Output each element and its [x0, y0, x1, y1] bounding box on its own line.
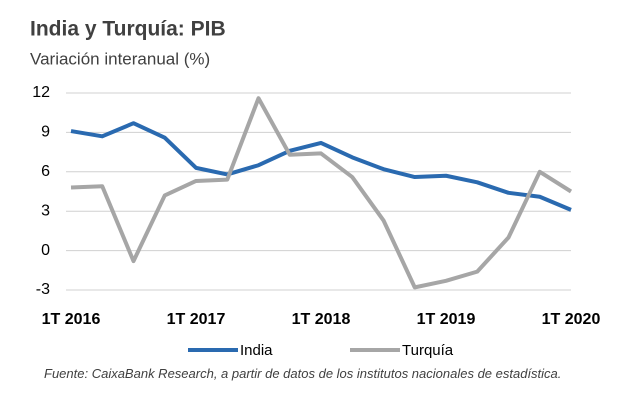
- legend-label: India: [240, 342, 273, 359]
- source-note: Fuente: CaixaBank Research, a partir de …: [44, 366, 562, 381]
- source-box: Fuente: CaixaBank Research, a partir de …: [44, 366, 562, 381]
- x-tick-label: 1T 2019: [417, 311, 476, 328]
- legend-label: Turquía: [402, 342, 454, 359]
- chart-title: India y Turquía: PIB: [30, 18, 226, 41]
- x-tick-label: 1T 2017: [167, 311, 226, 328]
- x-tick-label: 1T 2020: [542, 311, 601, 328]
- series-line: [70, 96, 573, 290]
- y-tick-label: 3: [41, 202, 50, 219]
- y-tick-label: 9: [41, 124, 50, 141]
- y-tick-label: 0: [41, 242, 50, 259]
- y-tick-label: 12: [32, 84, 50, 101]
- x-tick-label: 1T 2018: [292, 311, 351, 328]
- x-tick-label: 1T 2016: [42, 311, 101, 328]
- y-tick-label: 6: [41, 163, 50, 180]
- chart-subtitle: Variación interanual (%): [30, 49, 210, 68]
- series-line: [70, 121, 572, 212]
- y-tick-label: -3: [36, 281, 50, 298]
